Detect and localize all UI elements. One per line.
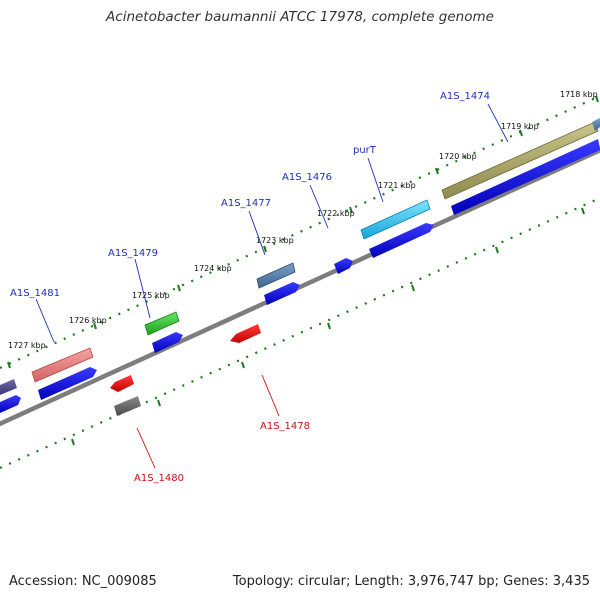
gene-a1s-1478-feature[interactable] — [230, 324, 261, 343]
major-ticks-reverse — [71, 207, 585, 446]
gene-purt-feature[interactable] — [360, 199, 431, 240]
cds-a1s-1474[interactable] — [451, 139, 600, 215]
major-tick — [71, 438, 75, 446]
major-tick — [595, 95, 599, 103]
major-tick — [581, 207, 585, 215]
major-tick — [435, 167, 439, 175]
gene-features-reverse[interactable] — [110, 324, 261, 416]
major-tick — [495, 246, 499, 254]
leader-a1s-1481 — [35, 298, 55, 343]
major-tick — [93, 322, 97, 330]
major-tick — [177, 284, 181, 292]
major-tick — [411, 284, 415, 292]
major-tick — [263, 245, 267, 253]
cds-a1s-1476[interactable] — [334, 258, 353, 274]
major-ticks-forward — [7, 95, 599, 369]
gene-labels: A1S_1474 purT A1S_1476 A1S_1477 A1S_1479… — [10, 91, 490, 484]
gene-label-a1s-1478: A1S_1478 — [260, 421, 310, 432]
tick-label: 1720 kbp — [439, 152, 477, 161]
major-tick — [327, 322, 331, 330]
major-tick — [241, 361, 245, 369]
gene-a1s-1474-feature[interactable] — [441, 121, 599, 200]
cds-features-forward[interactable] — [0, 139, 600, 413]
accession-text: Accession: NC_009085 — [9, 574, 157, 589]
tick-label: 1723 kbp — [256, 236, 294, 245]
gene-label-a1s-1481: A1S_1481 — [10, 288, 60, 299]
gene-a1s-1482-feature[interactable] — [0, 379, 17, 395]
gene-features-forward[interactable] — [0, 118, 600, 395]
cds-purt[interactable] — [369, 223, 434, 258]
leader-a1s-1476 — [309, 184, 329, 229]
tick-label: 1724 kbp — [194, 264, 232, 273]
tick-track-forward — [0, 94, 600, 370]
gene-label-a1s-1480: A1S_1480 — [134, 473, 184, 484]
gene-label-a1s-1479: A1S_1479 — [108, 248, 158, 259]
gene-label-a1s-1477: A1S_1477 — [221, 198, 271, 209]
tick-label: 1719 kbp — [501, 122, 539, 131]
tick-label: 1722 kbp — [317, 209, 355, 218]
label-leaders — [35, 103, 509, 469]
tick-label: 1726 kbp — [69, 316, 107, 325]
gene-label-a1s-1476: A1S_1476 — [282, 172, 332, 183]
cds-a1s-1477[interactable] — [264, 282, 300, 305]
gene-label-a1s-1474: A1S_1474 — [440, 91, 490, 102]
leader-a1s-1477 — [248, 210, 266, 256]
major-tick — [7, 361, 11, 369]
cds-a1s-1482[interactable] — [0, 395, 21, 413]
major-tick — [519, 129, 523, 137]
tick-label: 1725 kbp — [132, 291, 170, 300]
genome-backbone — [0, 147, 600, 427]
leader-purt — [367, 157, 384, 203]
major-tick — [349, 206, 353, 214]
gene-a1s-1481-feature[interactable] — [31, 347, 94, 383]
tick-label: 1718 kbp — [560, 90, 598, 99]
gene-label-purt: purT — [353, 145, 377, 156]
map-title: Acinetobacter baumannii ATCC 17978, comp… — [106, 9, 494, 25]
gene-a1s-1477-feature[interactable] — [256, 262, 296, 289]
cds-a1s-1481[interactable] — [38, 367, 97, 400]
cds-a1s-1479[interactable] — [152, 332, 183, 353]
leader-a1s-1478 — [261, 374, 280, 417]
gene-a1s-1473-feature[interactable] — [592, 118, 600, 131]
gene-a1s-1480-gray-feature[interactable] — [114, 396, 141, 416]
tick-label: 1727 kbp — [8, 341, 46, 350]
gene-a1s-1480-feature[interactable] — [110, 375, 134, 392]
tick-label: 1721 kbp — [378, 181, 416, 190]
major-tick — [157, 399, 161, 407]
leader-a1s-1479 — [134, 258, 151, 319]
leader-a1s-1480 — [136, 427, 156, 469]
topology-summary: Topology: circular; Length: 3,976,747 bp… — [232, 574, 590, 589]
tick-labels: 1718 kbp 1719 kbp 1720 kbp 1721 kbp 1722… — [8, 90, 598, 350]
leader-a1s-1474 — [487, 103, 509, 143]
gene-a1s-1479-feature[interactable] — [144, 311, 180, 336]
